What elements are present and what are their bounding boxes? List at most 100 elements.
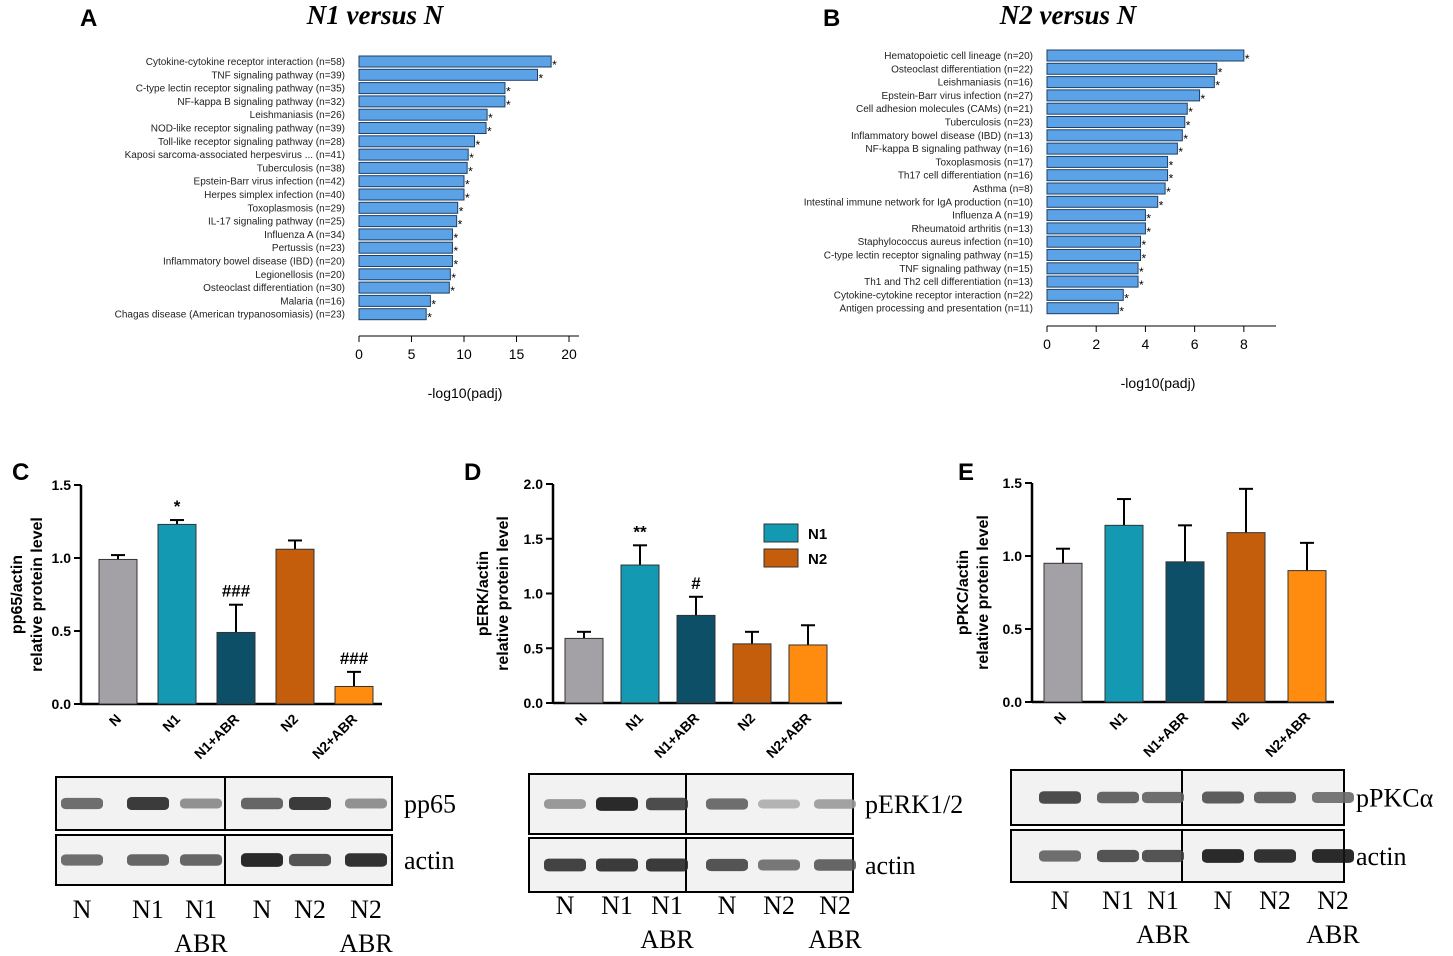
significance-marker: * xyxy=(506,98,511,112)
bar xyxy=(1165,561,1205,703)
blot-band xyxy=(345,798,387,809)
lane-label: N xyxy=(73,895,92,924)
significance-marker: * xyxy=(1218,65,1223,79)
blot-band xyxy=(814,799,856,809)
category-label: Rheumatoid arthritis (n=13) xyxy=(912,224,1033,235)
x-tick-label: N2 xyxy=(277,711,301,735)
blot-protein-label: pPKCα xyxy=(1356,784,1434,813)
x-tick-label: N xyxy=(1051,709,1069,727)
y-tick-label: 1.0 xyxy=(1003,548,1023,564)
category-label: Cell adhesion molecules (CAMs) (n=21) xyxy=(856,104,1033,115)
panel-c-chart: 0.0 0.5 1.0 1.5 pp65/actin relative protein l… xyxy=(9,477,382,762)
category-label: Tuberculosis (n=23) xyxy=(945,118,1033,129)
panel-e-chart: 0.0 0.5 1.0 1.5 pPKC/actin relative protein l… xyxy=(955,475,1334,760)
bar xyxy=(1046,102,1188,115)
significance-marker: * xyxy=(1201,92,1206,106)
significance-marker: * xyxy=(465,191,470,205)
x-tick-label: 15 xyxy=(509,346,525,362)
significance-marker: * xyxy=(453,258,458,272)
y-tick-label: 0.5 xyxy=(524,640,544,656)
chart-title: N1 versus N xyxy=(306,0,445,30)
significance-marker: * xyxy=(1119,305,1124,319)
x-tick-label: N1 xyxy=(1106,709,1130,733)
bar xyxy=(676,614,716,704)
lane-label: N1 xyxy=(1102,886,1134,915)
x-tick-label: 0 xyxy=(355,346,363,362)
blot-band xyxy=(1097,791,1139,804)
significance-marker: * xyxy=(431,297,436,311)
y-tick-label: 0.0 xyxy=(52,696,72,712)
blot-band xyxy=(241,797,283,810)
category-label: Toxoplasmosis (n=17) xyxy=(935,157,1033,168)
x-tick-label: 10 xyxy=(456,346,472,362)
x-tick-label: N1 xyxy=(159,711,183,735)
blot-protein-label: actin xyxy=(1356,842,1407,871)
panel-label-c: C xyxy=(12,459,29,486)
y-tick-label: 0.0 xyxy=(1003,694,1023,710)
significance-marker: * xyxy=(552,58,557,72)
bar xyxy=(358,255,453,267)
lane-label: N2 xyxy=(1317,886,1349,915)
bar xyxy=(358,135,475,148)
blot-protein-label: actin xyxy=(404,846,455,875)
significance-marker: * xyxy=(453,231,458,245)
category-label: C-type lectin receptor signaling pathway… xyxy=(824,251,1033,262)
bar xyxy=(358,215,458,228)
bar xyxy=(358,82,506,95)
bar xyxy=(732,643,772,704)
x-tick-label: 0 xyxy=(1043,336,1051,352)
bar xyxy=(358,108,488,121)
significance-marker: * xyxy=(1186,119,1191,133)
blot-band xyxy=(127,854,169,866)
lane-label: N1 xyxy=(601,891,633,920)
blot-band xyxy=(1097,849,1139,863)
lane-label: N2 xyxy=(1259,886,1291,915)
lane-sublabel: ABR xyxy=(174,929,228,956)
significance-marker: * xyxy=(539,71,544,85)
bar xyxy=(358,281,450,294)
blot-band xyxy=(61,854,103,866)
x-tick-label: 6 xyxy=(1191,336,1199,352)
bar xyxy=(358,95,506,108)
x-tick-label: 5 xyxy=(408,346,416,362)
bar xyxy=(1046,49,1245,62)
category-label: Antigen processing and presentation (n=1… xyxy=(839,304,1033,315)
significance-marker: * xyxy=(1188,105,1193,119)
bar xyxy=(1046,76,1215,89)
x-tick-label: N xyxy=(572,710,590,728)
category-label: Kaposi sarcoma-associated herpesvirus ..… xyxy=(125,150,345,161)
bar xyxy=(216,631,256,705)
category-label: NF-kappa B signaling pathway (n=16) xyxy=(865,144,1033,155)
blot-band xyxy=(241,853,283,867)
category-label: Hematopoietic cell lineage (n=20) xyxy=(884,51,1033,62)
blot-band xyxy=(1039,850,1081,862)
bar xyxy=(1287,570,1327,703)
lane-label: N2 xyxy=(350,895,382,924)
significance-marker: * xyxy=(1215,79,1220,93)
panel-e-western-blot: pPKCα actin N N1 N1 N N2 N2 ABR ABR xyxy=(1010,769,1434,949)
significance-marker: * xyxy=(1159,198,1164,212)
category-label: Tuberculosis (n=38) xyxy=(257,163,345,174)
lane-label: N1 xyxy=(185,895,217,924)
bar xyxy=(1046,62,1218,75)
lane-label: N2 xyxy=(294,895,326,924)
legend-label: N1 xyxy=(808,526,827,543)
blot-band xyxy=(1254,791,1296,804)
bar xyxy=(1046,275,1139,288)
category-label: Chagas disease (American trypanosomiasis… xyxy=(115,310,345,321)
chart-title: N2 versus N xyxy=(999,0,1138,30)
panel-label-b: B xyxy=(823,5,840,32)
panel-b-chart: N2 versus N Hematopoietic cell lineage (n… xyxy=(804,0,1276,391)
blot-band xyxy=(1312,792,1354,803)
lane-sublabel: ABR xyxy=(1306,920,1360,949)
blot-band xyxy=(180,798,222,809)
lane-sublabel: ABR xyxy=(1136,920,1190,949)
panel-label-e: E xyxy=(958,459,974,486)
significance-marker: * xyxy=(1139,265,1144,279)
legend-swatch xyxy=(763,548,799,568)
bar xyxy=(358,294,431,307)
blot-protein-label: actin xyxy=(865,851,916,880)
significance-marker: * xyxy=(1142,252,1147,266)
blot-band xyxy=(596,797,638,811)
